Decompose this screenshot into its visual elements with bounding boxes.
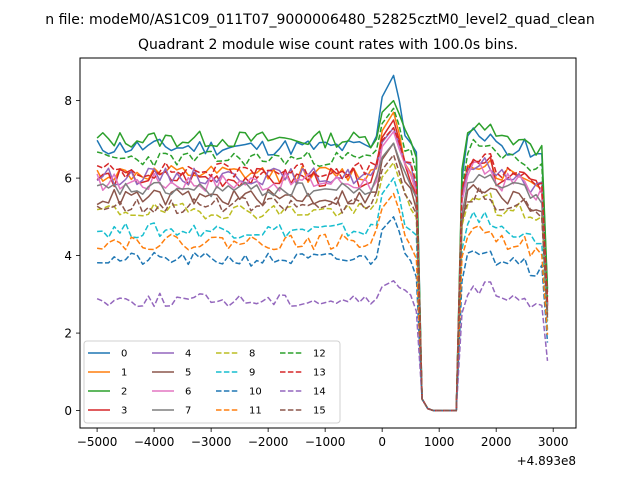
series-layer: [96, 74, 549, 412]
series-line-5: [96, 142, 549, 412]
series-line-7: [96, 142, 549, 412]
legend-label-7: 7: [185, 406, 191, 417]
legend-label-5: 5: [185, 368, 191, 379]
series-line-8: [96, 161, 549, 412]
legend-label-4: 4: [185, 349, 191, 360]
legend-label-3: 3: [121, 406, 127, 417]
x-tick-label: −5000: [77, 435, 118, 449]
series-line-4: [96, 126, 549, 412]
legend-label-9: 9: [249, 368, 255, 379]
legend-label-11: 11: [249, 406, 262, 417]
legend-label-0: 0: [121, 349, 127, 360]
y-tick-label: 6: [64, 172, 72, 186]
axes-layer: −5000 −4000 −3000 −2000 −1000 0 1000 2000 3000 0 2…: [64, 94, 568, 449]
legend-box: [83, 340, 341, 424]
y-tick-label: 4: [64, 249, 72, 263]
series-line-12: [96, 107, 549, 412]
y-tick-label: 8: [64, 94, 72, 108]
x-tick-label: 0: [378, 435, 386, 449]
legend-label-6: 6: [185, 387, 191, 398]
x-offset-label: +4.893e8: [517, 454, 576, 468]
legend-label-2: 2: [121, 387, 127, 398]
figure-suptitle: n file: modeM0/AS1C09_011T07_9000006480_…: [45, 12, 594, 28]
series-line-9: [97, 177, 549, 412]
y-tick-label: 0: [64, 404, 72, 418]
series-line-6: [96, 130, 549, 412]
series-line-1: [96, 111, 549, 412]
series-line-2: [96, 99, 549, 412]
x-tick-label: 3000: [538, 435, 569, 449]
legend-label-10: 10: [249, 387, 262, 398]
x-tick-label: −1000: [305, 435, 346, 449]
legend-label-14: 14: [313, 387, 326, 398]
legend-label-15: 15: [313, 406, 326, 417]
x-tick-label: 1000: [424, 435, 455, 449]
series-line-13: [96, 126, 549, 412]
legend-label-12: 12: [313, 349, 326, 360]
series-line-15: [96, 154, 549, 412]
y-tick-label: 2: [64, 327, 72, 341]
x-tick-label: 2000: [481, 435, 512, 449]
series-line-10: [97, 216, 549, 412]
x-tick-label: −4000: [134, 435, 175, 449]
legend-label-1: 1: [121, 368, 127, 379]
legend-label-13: 13: [313, 368, 326, 379]
series-line-14: [96, 280, 549, 412]
chart-title: Quadrant 2 module wise count rates with …: [138, 37, 518, 53]
legend-label-8: 8: [249, 349, 255, 360]
x-tick-label: −3000: [191, 435, 232, 449]
plot-frame: [79, 57, 577, 429]
x-tick-label: −2000: [248, 435, 289, 449]
